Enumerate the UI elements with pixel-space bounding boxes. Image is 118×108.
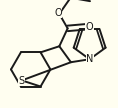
Text: S: S: [19, 76, 25, 86]
Text: N: N: [86, 54, 93, 64]
Text: O: O: [86, 22, 93, 32]
Text: O: O: [54, 8, 62, 17]
